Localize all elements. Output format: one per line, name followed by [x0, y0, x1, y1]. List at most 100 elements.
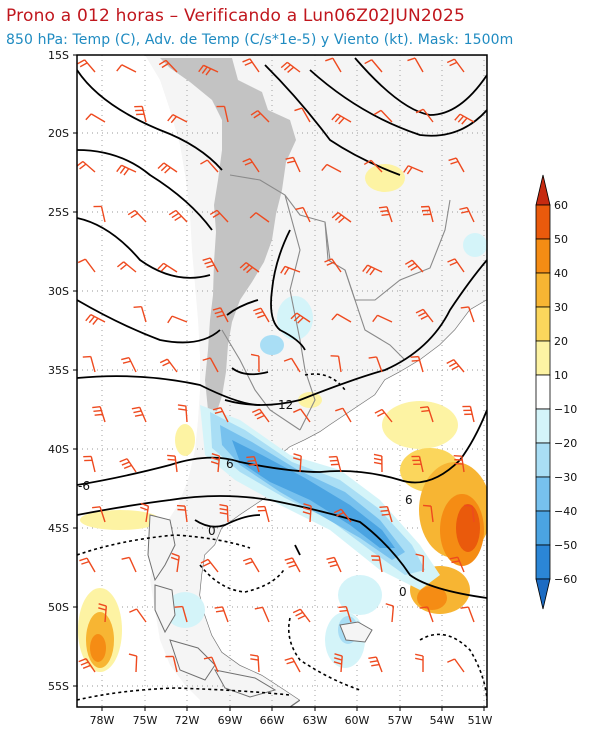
- lon-label: 63W: [303, 714, 328, 727]
- terrain-mask: [160, 58, 296, 414]
- wind-barb: [214, 606, 229, 623]
- wind-barb: [338, 606, 352, 623]
- wind-barb: [290, 312, 311, 324]
- wind-barb: [198, 64, 219, 76]
- isotherm-label: 0: [399, 585, 407, 599]
- wind-barb: [411, 455, 424, 473]
- isotherm-dashed: [77, 373, 487, 701]
- wind-barb: [159, 358, 178, 373]
- colorbar-segment: [535, 238, 551, 274]
- wind-barb: [364, 59, 383, 73]
- lat-label: 55S: [48, 680, 69, 693]
- wind-barb: [284, 557, 301, 573]
- wind-barb: [133, 305, 147, 323]
- lat-label: 20S: [48, 127, 69, 140]
- wind-barb: [116, 261, 137, 273]
- wind-barb: [292, 608, 311, 623]
- wind-barb: [285, 156, 301, 173]
- wind-barb: [363, 159, 383, 173]
- colorbar: 60 50 40 30 20 10 −10 −20 −30 −40 −50 −60: [535, 174, 577, 610]
- colorbar-label: 20: [554, 335, 568, 348]
- wind-barb: [447, 258, 465, 273]
- lon-label: 75W: [133, 714, 158, 727]
- wind-barb: [328, 455, 342, 473]
- colorbar-segment: [535, 374, 551, 410]
- wind-barb: [250, 654, 260, 673]
- wind-barb: [415, 108, 434, 123]
- wind-barb: [210, 453, 221, 473]
- wind-barb: [200, 558, 219, 573]
- isotherm-label: 12: [278, 398, 293, 412]
- wind-barb: [251, 408, 270, 423]
- wind-barb: [447, 658, 465, 673]
- chile-archipelago: [147, 514, 373, 698]
- wind-barb: [449, 556, 465, 573]
- wind-barb: [216, 105, 229, 123]
- wind-barb: [295, 206, 311, 223]
- lon-axis: 78W 75W 72W 69W 66W 63W 60W 57W 54W 51W: [90, 707, 493, 727]
- isotherm-label: 0: [208, 524, 216, 538]
- wind-barb: [293, 453, 302, 473]
- wind-barb: [333, 508, 352, 523]
- wind-barb: [242, 58, 260, 73]
- wind-barb: [335, 407, 352, 423]
- wind-barb: [462, 405, 475, 423]
- colorbar-segment: [535, 306, 551, 342]
- wind-barb: [249, 212, 270, 223]
- colorbar-label: 60: [554, 199, 568, 212]
- wind-barb: [212, 407, 229, 423]
- wind-barb: [325, 57, 342, 73]
- wind-barb: [460, 306, 475, 323]
- wind-barb: [134, 105, 147, 123]
- wind-barb: [410, 355, 424, 373]
- lon-label: 54W: [430, 714, 455, 727]
- wind-barb: [174, 605, 188, 623]
- colorbar-segment: [535, 442, 551, 478]
- wind-barb: [407, 57, 424, 73]
- wind-barb: [373, 453, 383, 473]
- lon-label: 72W: [175, 714, 200, 727]
- wind-barb: [362, 264, 383, 276]
- wind-barb: [379, 505, 393, 523]
- wind-barb: [219, 504, 229, 523]
- wind-barb: [158, 59, 178, 73]
- wind-barb: [385, 603, 395, 623]
- pacific-ocean: [77, 55, 200, 707]
- wind-barb: [167, 114, 188, 124]
- colorbar-label: −20: [554, 437, 577, 450]
- wind-barb: [131, 406, 147, 423]
- isotherm-label: 6: [226, 457, 234, 471]
- wind-barb: [419, 606, 434, 623]
- wind-barb: [326, 556, 342, 573]
- wind-barb: [331, 113, 352, 125]
- lat-label: 25S: [48, 206, 69, 219]
- lon-label: 51W: [468, 714, 493, 727]
- lon-label: 69W: [218, 714, 243, 727]
- wind-barb: [167, 315, 188, 324]
- wind-barb: [200, 159, 219, 173]
- wind-barb: [453, 454, 465, 473]
- colorbar-segment: [535, 476, 551, 512]
- wind-barb: [170, 552, 180, 573]
- wind-barb: [404, 259, 424, 273]
- wind-barb: [242, 158, 260, 173]
- lon-label: 78W: [90, 714, 115, 727]
- map-body: 12 6 -6 6 0 0: [77, 55, 487, 707]
- wind-barb: [460, 606, 475, 623]
- lat-axis: 15S 20S 25S 30S 35S 40S 45S 50S 55S: [48, 49, 77, 693]
- map-frame: [76, 54, 488, 708]
- wind-barb: [79, 557, 96, 573]
- map-subtitle: 850 hPa: Temp (C), Adv. de Temp (C/s*1e-…: [6, 32, 514, 48]
- colorbar-label: −50: [554, 539, 577, 552]
- lon-label: 60W: [345, 714, 370, 727]
- wind-barb: [280, 61, 301, 73]
- colorbar-label: 40: [554, 267, 568, 280]
- colorbar-label: 50: [554, 233, 568, 246]
- wind-barb: [321, 163, 342, 173]
- wind-barb: [85, 313, 106, 325]
- graticule: [77, 55, 487, 707]
- wind-barb: [324, 258, 342, 273]
- lon-label: 57W: [388, 714, 413, 727]
- wind-barb: [459, 206, 475, 223]
